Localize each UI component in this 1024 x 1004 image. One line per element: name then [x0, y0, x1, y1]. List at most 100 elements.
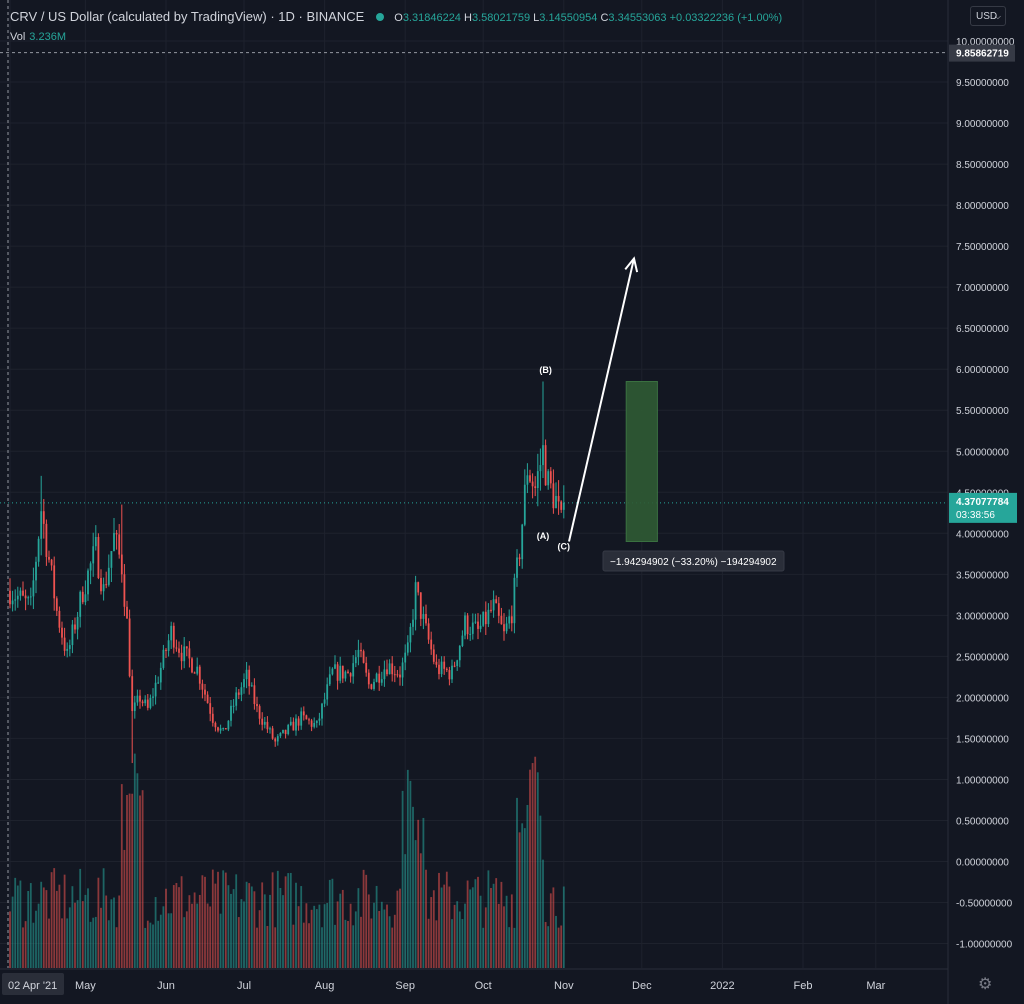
volume-bar — [323, 904, 326, 968]
candle-body — [396, 674, 399, 676]
candle-body — [487, 609, 490, 625]
candle-body — [261, 718, 264, 725]
volume-bar — [58, 884, 61, 968]
volume-bar — [136, 773, 139, 968]
volume-bar — [417, 819, 420, 968]
volume-bar — [19, 880, 22, 968]
volume-bar — [133, 753, 136, 968]
y-tick-label: 3.00000000 — [956, 611, 1009, 622]
candle-body — [118, 534, 121, 555]
currency-dropdown[interactable]: USD ⌵ — [970, 6, 1006, 26]
candle-body — [217, 727, 219, 731]
volume-bar — [29, 883, 32, 968]
candle-body — [167, 640, 170, 651]
y-tick-label: -1.00000000 — [956, 940, 1013, 951]
candle-body — [61, 627, 63, 638]
candle-body — [214, 722, 217, 728]
candle-body — [126, 606, 128, 619]
volume-bar — [378, 910, 381, 968]
volume-bar — [365, 874, 368, 968]
volume-bar — [458, 911, 461, 968]
volume-bar — [232, 889, 235, 968]
candle-body — [29, 596, 32, 598]
candle-body — [365, 662, 368, 673]
candle-body — [393, 674, 396, 676]
candle-body — [14, 599, 17, 601]
chevron-down-icon: ⌵ — [994, 12, 1001, 21]
volume-bar — [227, 885, 230, 968]
volume-bar — [302, 922, 305, 968]
candle-body — [35, 561, 37, 581]
y-tick-label: 9.50000000 — [956, 78, 1009, 89]
volume-bar — [206, 903, 209, 968]
candle-body — [295, 718, 297, 731]
candle-body — [22, 590, 24, 596]
candle-body — [219, 728, 222, 731]
volume-bar — [445, 871, 448, 968]
candle-body — [523, 484, 526, 525]
candle-body — [224, 728, 227, 730]
volume-bar — [487, 870, 490, 968]
candle-body — [183, 646, 186, 662]
volume-bar — [474, 879, 477, 968]
volume-bar — [362, 869, 365, 968]
volume-bar — [14, 877, 17, 968]
gear-icon[interactable]: ⚙ — [978, 976, 993, 993]
volume-bar — [461, 919, 464, 968]
volume-bar — [97, 877, 100, 968]
volume-bar — [427, 918, 430, 968]
volume-bar — [373, 902, 375, 968]
candle-body — [157, 682, 160, 684]
candle-body — [144, 699, 147, 704]
volume-bar — [469, 889, 472, 968]
volume-bar — [84, 894, 87, 968]
candle-body — [503, 624, 505, 632]
candle-body — [370, 684, 373, 689]
volume-bar — [539, 815, 542, 968]
candle-body — [529, 475, 531, 482]
volume-bar — [89, 921, 92, 968]
volume-bar — [40, 881, 43, 968]
volume-bar — [102, 868, 105, 968]
volume-bar — [152, 924, 154, 968]
candle-body — [336, 664, 339, 681]
candle-body — [74, 624, 76, 630]
candle-body — [471, 622, 474, 634]
volume-bar — [432, 890, 435, 968]
chart-drawings[interactable]: (B) (A) (C) −1.94294902 (−33.20%) −19429490… — [0, 0, 948, 968]
volume-bar — [492, 883, 495, 968]
volume-bar — [144, 927, 147, 968]
candle-body — [185, 646, 188, 649]
volume-bar — [328, 879, 331, 968]
countdown-label: 03:38:56 — [956, 510, 995, 521]
volume-bar — [222, 870, 225, 968]
candle-body — [287, 724, 290, 735]
volume-bar — [42, 887, 45, 968]
candle-body — [521, 524, 524, 560]
candle-body — [250, 685, 253, 687]
price-axis[interactable]: 10.00000000 9.50000000 9.00000000 8.5000000… — [947, 0, 1017, 1004]
volume-bar — [534, 756, 537, 968]
volume-bar — [451, 919, 453, 968]
volume-bar — [386, 904, 388, 968]
volume-bar — [123, 849, 126, 968]
volume-bar — [263, 894, 266, 968]
volume-bar — [63, 874, 66, 968]
candle-body — [136, 695, 139, 703]
symbol-title[interactable]: CRV / US Dollar (calculated by TradingVi… — [10, 9, 365, 24]
candle-body — [373, 681, 375, 689]
x-tick-label: 2022 — [710, 980, 734, 992]
volume-bar — [336, 901, 339, 968]
y-tick-label: 0.50000000 — [956, 816, 1009, 827]
candle-body — [323, 699, 326, 704]
volume-bar — [300, 886, 303, 968]
y-tick-label: 2.50000000 — [956, 652, 1009, 663]
candle-body — [115, 532, 118, 535]
candle-body — [128, 618, 131, 677]
volume-bar — [521, 823, 524, 968]
time-axis[interactable]: 02 Apr '21 May Jun Jul Aug Sep Oct Nov Dec 2022 Fe… — [0, 968, 948, 995]
wave-label: (B) — [539, 365, 552, 375]
candle-body — [79, 591, 82, 617]
candle-body — [45, 523, 48, 557]
